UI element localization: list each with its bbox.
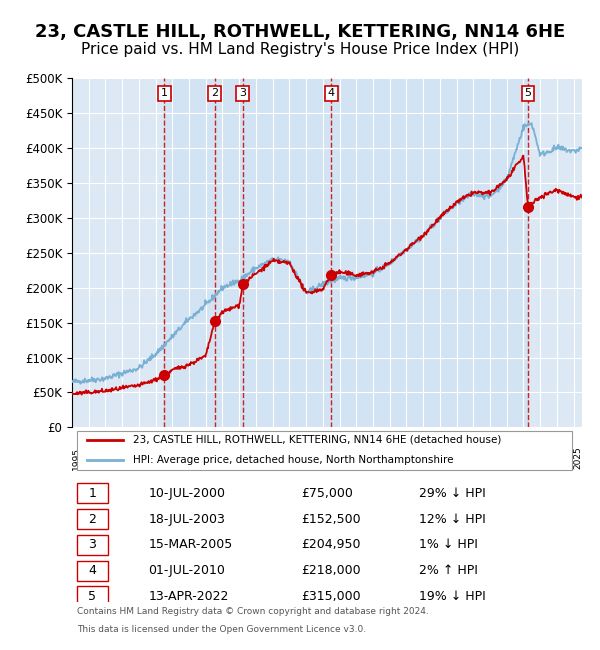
Text: 13-APR-2022: 13-APR-2022 xyxy=(149,590,229,603)
Text: HPI: Average price, detached house, North Northamptonshire: HPI: Average price, detached house, Nort… xyxy=(133,455,454,465)
Text: 2025: 2025 xyxy=(574,447,583,469)
FancyBboxPatch shape xyxy=(77,560,108,581)
FancyBboxPatch shape xyxy=(77,586,108,607)
Text: 1995: 1995 xyxy=(72,447,81,469)
Text: 1998: 1998 xyxy=(122,447,131,469)
Text: 2024: 2024 xyxy=(557,447,566,469)
Text: 1997: 1997 xyxy=(106,447,115,469)
Text: 5: 5 xyxy=(524,88,532,99)
Text: 01-JUL-2010: 01-JUL-2010 xyxy=(149,564,226,577)
Text: 4: 4 xyxy=(88,564,97,577)
Text: 2023: 2023 xyxy=(540,447,549,469)
Text: This data is licensed under the Open Government Licence v3.0.: This data is licensed under the Open Gov… xyxy=(77,625,366,634)
Text: 2016: 2016 xyxy=(423,447,432,469)
Text: 2003: 2003 xyxy=(206,447,215,469)
Text: 12% ↓ HPI: 12% ↓ HPI xyxy=(419,512,485,525)
Text: 2000: 2000 xyxy=(155,447,164,469)
Text: 2021: 2021 xyxy=(507,447,516,469)
FancyBboxPatch shape xyxy=(77,534,108,555)
Text: 10-JUL-2000: 10-JUL-2000 xyxy=(149,487,226,500)
FancyBboxPatch shape xyxy=(77,430,572,470)
Text: 15-MAR-2005: 15-MAR-2005 xyxy=(149,538,233,551)
Text: £204,950: £204,950 xyxy=(302,538,361,551)
FancyBboxPatch shape xyxy=(77,483,108,504)
Text: 2006: 2006 xyxy=(256,447,265,469)
Text: 2012: 2012 xyxy=(356,447,365,469)
Text: 1: 1 xyxy=(161,88,168,99)
Text: £152,500: £152,500 xyxy=(302,512,361,525)
Text: 2018: 2018 xyxy=(457,447,466,469)
Text: 2: 2 xyxy=(211,88,218,99)
Text: 2% ↑ HPI: 2% ↑ HPI xyxy=(419,564,478,577)
Text: 29% ↓ HPI: 29% ↓ HPI xyxy=(419,487,485,500)
FancyBboxPatch shape xyxy=(77,509,108,529)
Text: 2011: 2011 xyxy=(340,447,349,469)
Text: 2002: 2002 xyxy=(189,447,198,469)
Text: 1999: 1999 xyxy=(139,447,148,469)
Text: 2010: 2010 xyxy=(323,447,332,469)
Text: 2: 2 xyxy=(88,512,97,525)
Text: 18-JUL-2003: 18-JUL-2003 xyxy=(149,512,226,525)
Text: 2013: 2013 xyxy=(373,447,382,469)
Text: £218,000: £218,000 xyxy=(302,564,361,577)
Text: 23, CASTLE HILL, ROTHWELL, KETTERING, NN14 6HE (detached house): 23, CASTLE HILL, ROTHWELL, KETTERING, NN… xyxy=(133,435,502,445)
Text: 2015: 2015 xyxy=(406,447,415,469)
Text: 2014: 2014 xyxy=(390,447,399,469)
Text: 2009: 2009 xyxy=(306,447,315,469)
Text: 2008: 2008 xyxy=(289,447,298,469)
Text: £315,000: £315,000 xyxy=(302,590,361,603)
Text: 2019: 2019 xyxy=(473,447,482,469)
Bar xyxy=(164,78,528,428)
Text: Price paid vs. HM Land Registry's House Price Index (HPI): Price paid vs. HM Land Registry's House … xyxy=(81,42,519,57)
Text: 19% ↓ HPI: 19% ↓ HPI xyxy=(419,590,485,603)
Text: 2007: 2007 xyxy=(272,447,281,469)
Text: 3: 3 xyxy=(88,538,97,551)
Text: 1: 1 xyxy=(88,487,97,500)
Text: Contains HM Land Registry data © Crown copyright and database right 2024.: Contains HM Land Registry data © Crown c… xyxy=(77,607,429,616)
Text: 2022: 2022 xyxy=(523,447,532,469)
Text: 4: 4 xyxy=(328,88,335,99)
Text: 2001: 2001 xyxy=(172,447,181,469)
Text: 2017: 2017 xyxy=(440,447,449,469)
Text: 2004: 2004 xyxy=(223,447,232,469)
Text: 3: 3 xyxy=(239,88,246,99)
Text: 1% ↓ HPI: 1% ↓ HPI xyxy=(419,538,478,551)
Text: 23, CASTLE HILL, ROTHWELL, KETTERING, NN14 6HE: 23, CASTLE HILL, ROTHWELL, KETTERING, NN… xyxy=(35,23,565,41)
Text: 2005: 2005 xyxy=(239,447,248,469)
Text: 2020: 2020 xyxy=(490,447,499,469)
Text: £75,000: £75,000 xyxy=(302,487,353,500)
Text: 1996: 1996 xyxy=(89,447,98,469)
Text: 5: 5 xyxy=(88,590,97,603)
